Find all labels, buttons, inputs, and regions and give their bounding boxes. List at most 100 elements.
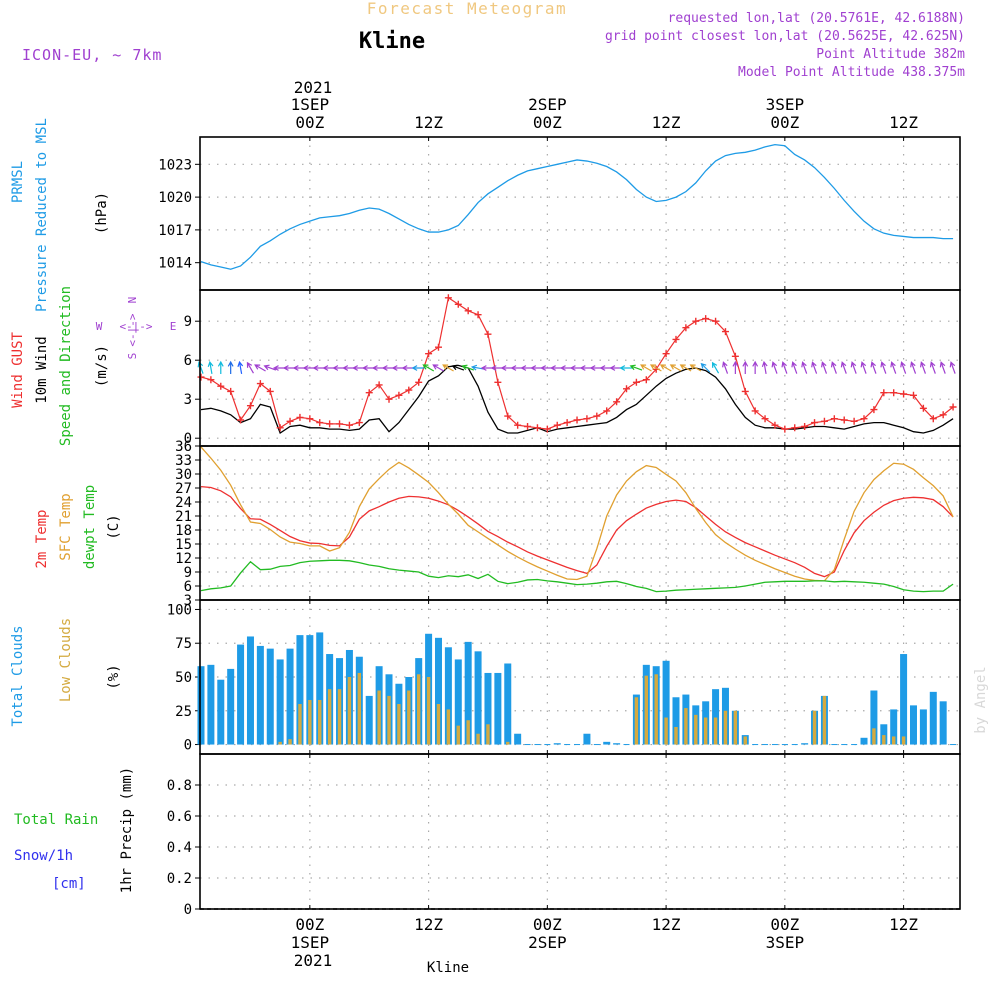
top-hour-label: 12Z	[889, 113, 918, 132]
gust-marker	[761, 415, 769, 423]
total-cloud-bar	[514, 733, 522, 745]
low-cloud-bar	[288, 739, 292, 745]
gust-marker	[543, 425, 551, 433]
gust-marker	[811, 419, 819, 427]
gust-marker	[217, 382, 225, 390]
y-tick-label: 1014	[158, 256, 192, 272]
pressure-label-prmsl: PRMSL	[10, 161, 26, 203]
y-tick-label: 18	[175, 523, 192, 539]
credit-watermark: by Angel	[973, 666, 989, 733]
gust-marker	[405, 386, 413, 394]
total-cloud-bar	[613, 743, 621, 745]
y-tick-label: 27	[175, 481, 192, 497]
wind-direction-arrow	[771, 361, 778, 374]
wind-direction-arrow	[711, 361, 720, 374]
wind-direction-arrow	[801, 361, 808, 374]
gust-marker	[355, 419, 363, 427]
top-day-label: 2SEP	[528, 95, 567, 114]
wind-direction-arrow	[629, 364, 643, 371]
wind-direction-arrow	[722, 361, 729, 374]
total-cloud-bar	[474, 651, 482, 745]
low-cloud-bar	[278, 741, 282, 745]
gust-marker	[642, 376, 650, 384]
wind-direction-arrow	[659, 364, 672, 372]
gust-marker	[444, 294, 452, 302]
wind-direction-arrow	[840, 361, 847, 374]
low-cloud-bar	[416, 674, 421, 745]
wind-direction-arrow	[649, 364, 662, 372]
total-cloud-bar	[197, 666, 205, 745]
low-cloud-bar	[733, 710, 738, 745]
wind-direction-arrow	[781, 361, 788, 374]
wind-direction-arrow	[910, 361, 917, 374]
total-cloud-bar	[900, 654, 908, 745]
low-cloud-bar	[456, 725, 460, 745]
wind-direction-arrow	[432, 364, 444, 372]
low-cloud-bar	[318, 699, 322, 745]
total-cloud-bar	[909, 705, 917, 745]
total-cloud-bar	[890, 709, 898, 745]
total-cloud-bar	[860, 737, 868, 745]
gust-marker	[781, 425, 789, 433]
y-tick-label: 30	[175, 467, 192, 483]
y-tick-label: 100	[167, 602, 192, 618]
gust-marker	[692, 317, 700, 325]
gust-marker	[227, 387, 235, 395]
wind-direction-arrow	[732, 360, 739, 374]
compass-n: N	[126, 297, 139, 304]
wind-direction-arrow	[227, 360, 234, 374]
low-cloud-bar	[703, 717, 708, 745]
bottom-hour-label: 00Z	[533, 915, 562, 934]
total-cloud-bar	[434, 637, 442, 745]
gust-marker	[464, 307, 472, 315]
low-cloud-bar	[466, 720, 470, 745]
low-cloud-bar	[347, 677, 352, 745]
wind-direction-arrow	[422, 364, 435, 372]
wind-direction-arrow	[442, 364, 454, 372]
total-cloud-bar	[870, 690, 878, 745]
pressure-label-msl: Pressure Reduced to MSL	[34, 118, 50, 312]
gust-marker	[712, 317, 720, 325]
y-tick-label: 0	[184, 902, 192, 918]
compass-h-arrow: <-|->	[119, 320, 152, 333]
gust-marker	[801, 423, 809, 430]
wind-direction-arrow	[700, 362, 711, 373]
wind-direction-arrow	[791, 361, 798, 374]
gust-marker	[415, 378, 423, 386]
temp-unit: (C)	[106, 514, 122, 539]
wind-direction-arrow	[919, 361, 927, 374]
gust-marker	[197, 373, 205, 381]
wind-direction-arrow	[237, 360, 244, 375]
low-cloud-bar	[476, 733, 480, 745]
gust-marker	[593, 412, 601, 420]
y-tick-label: 75	[175, 636, 192, 652]
y-tick-label: 33	[175, 453, 192, 469]
wind-direction-arrow	[640, 364, 652, 372]
top-day-label: 1SEP	[291, 95, 330, 114]
wind-direction-arrow	[811, 361, 818, 374]
wind-direction-arrow	[870, 361, 877, 374]
gust-marker	[791, 424, 799, 432]
total-cloud-bar	[801, 743, 809, 745]
total-cloud-bar	[464, 641, 472, 745]
gust-marker	[929, 415, 937, 423]
gust-marker	[870, 406, 878, 414]
y-tick-label: 21	[175, 509, 192, 525]
total-cloud-bar	[227, 668, 235, 745]
bottom-day-label: 2SEP	[528, 933, 567, 952]
meteogram-title: Forecast Meteogram	[367, 0, 567, 18]
precip-axis-label: 1hr Precip (mm)	[119, 767, 135, 893]
y-tick-label: 0	[184, 738, 192, 754]
low-cloud-bar	[743, 736, 747, 745]
y-tick-label: 9	[184, 314, 192, 330]
gust-marker	[662, 350, 670, 358]
low-cloud-bar	[901, 736, 906, 745]
y-tick-label: 1023	[158, 157, 192, 173]
gust-marker	[632, 378, 640, 386]
wind-gust-line	[200, 296, 954, 430]
gust-marker	[345, 421, 353, 429]
y-tick-label: 0.8	[167, 778, 192, 794]
total-cloud-bar	[662, 660, 670, 745]
